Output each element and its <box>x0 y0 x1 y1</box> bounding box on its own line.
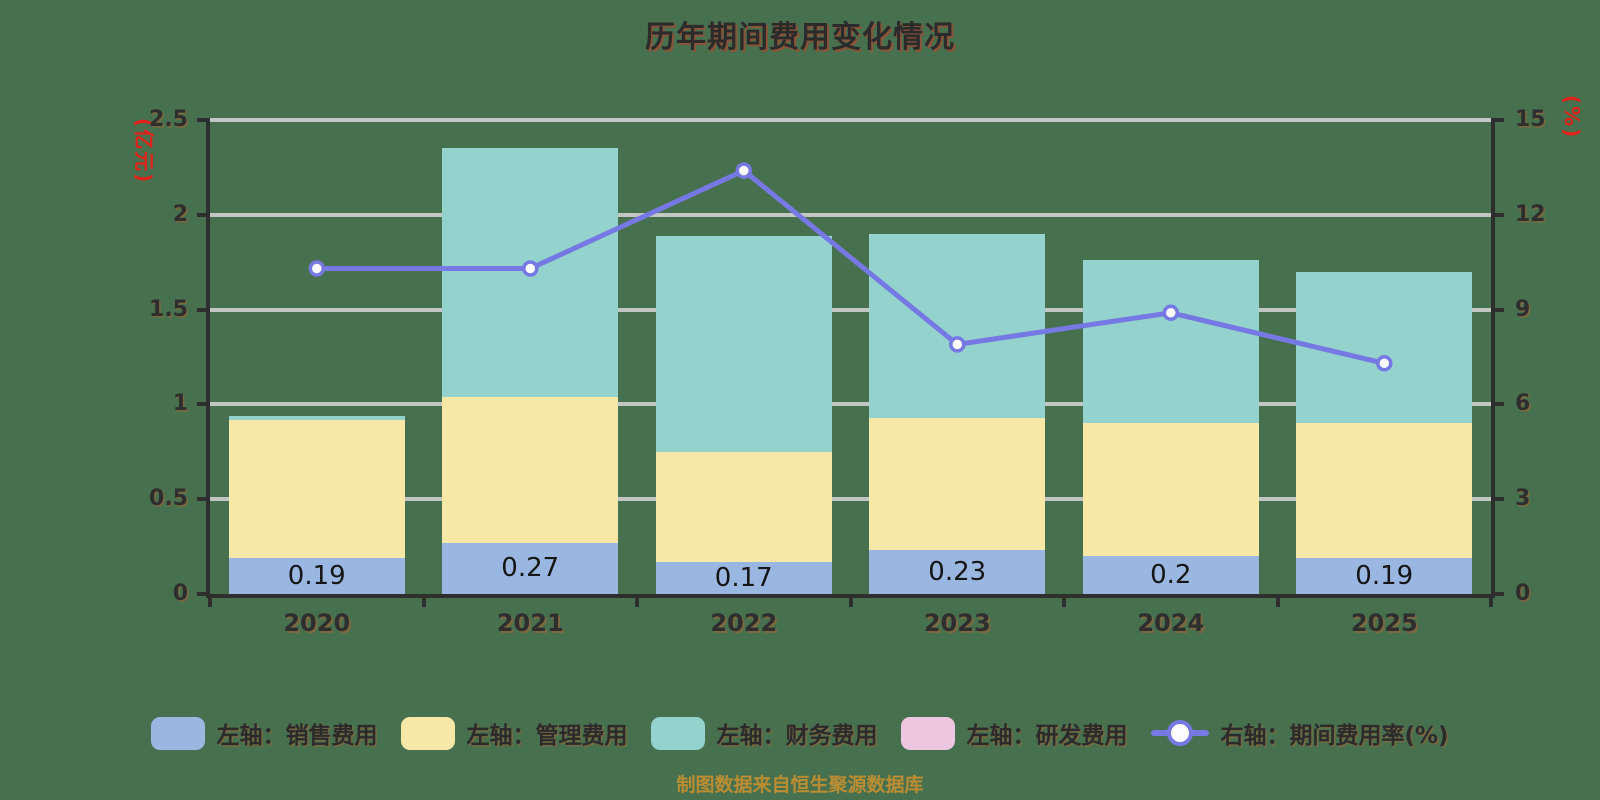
rate-line <box>314 168 1387 366</box>
gridline <box>210 118 1491 122</box>
finance-swatch-icon <box>651 716 706 750</box>
left-axis-tick-label: 2 <box>172 201 188 227</box>
left-axis-tickmark <box>197 497 210 502</box>
x-axis-tickmark <box>1489 598 1493 607</box>
bar-segment-management <box>442 396 619 543</box>
legend-item-finance[interactable]: 左轴：财务费用 <box>651 716 877 750</box>
rate-line-marker <box>1162 304 1180 322</box>
x-axis-tickmark <box>1062 598 1066 607</box>
bar-segment-management <box>228 419 405 558</box>
right-axis-tickmark <box>1491 592 1504 596</box>
left-axis-tick-label: 1 <box>172 391 188 417</box>
right-axis-name: (%) <box>1560 95 1584 140</box>
legend-label-sales: 左轴：销售费用 <box>216 723 378 749</box>
x-axis-line <box>206 594 1495 598</box>
right-axis-tick-label: 3 <box>1515 486 1531 512</box>
rate-line-marker <box>1376 355 1393 372</box>
rate-line-marker <box>522 260 539 277</box>
management-swatch-icon <box>401 716 456 750</box>
left-axis-tickmark <box>197 592 210 596</box>
gridline <box>210 307 1491 312</box>
bar-segment-finance <box>228 415 405 420</box>
legend-label-finance: 左轴：财务费用 <box>716 723 878 749</box>
legend-item-rnd[interactable]: 左轴：研发费用 <box>901 716 1127 750</box>
left-axis-tick-label: 1.5 <box>149 296 188 322</box>
left-axis-tick-label: 2.5 <box>149 107 188 132</box>
bar-value-label: 0.17 <box>714 562 773 593</box>
legend-line-marker-icon <box>1167 720 1194 746</box>
x-axis-label: 2025 <box>1350 609 1418 637</box>
right-axis-tick-label: 9 <box>1515 296 1531 322</box>
right-axis-tick-label: 0 <box>1515 581 1531 606</box>
right-axis-tickmark <box>1491 307 1504 312</box>
x-axis-label: 2022 <box>710 609 778 637</box>
rate-line-marker <box>949 336 966 353</box>
rate-line-layer <box>308 162 1393 372</box>
left-axis-line <box>206 118 210 598</box>
right-axis-line <box>1491 118 1495 598</box>
bar-segment-finance <box>655 235 832 452</box>
rate-line-marker <box>735 162 753 179</box>
right-axis-tickmark <box>1491 497 1504 502</box>
right-axis-tickmark <box>1491 212 1504 217</box>
bar-value-label: 0.27 <box>501 553 560 584</box>
legend-line-sample <box>1151 720 1210 746</box>
bar-segment-sales <box>1082 556 1259 594</box>
left-axis-tickmark <box>197 212 210 217</box>
left-axis-tick-label: 0.5 <box>149 486 188 512</box>
x-axis-label: 2021 <box>496 609 564 637</box>
x-axis-tickmark <box>421 598 426 607</box>
x-axis-label: 2023 <box>923 609 991 637</box>
bar-segment-finance <box>1082 260 1259 424</box>
legend: 左轴：销售费用 左轴：管理费用 左轴：财务费用 左轴：研发费用 右轴：期间费用率… <box>0 716 1600 750</box>
left-axis-tickmark <box>197 307 210 312</box>
bar-value-label: 0.19 <box>287 561 346 591</box>
chart-title: 历年期间费用变化情况 <box>645 20 955 55</box>
x-axis-label: 2024 <box>1137 609 1205 637</box>
bar-segment-sales <box>869 550 1046 594</box>
right-axis-tick-label: 15 <box>1515 107 1546 132</box>
legend-item-rate[interactable]: 右轴：期间费用率(%) <box>1151 716 1449 750</box>
bar-segment-sales <box>228 557 405 594</box>
bar-segment-sales <box>442 542 619 594</box>
legend-label-rate: 右轴：期间费用率(%) <box>1220 723 1449 749</box>
sales-swatch-icon <box>151 716 206 750</box>
bar-value-label: 0.19 <box>1355 561 1414 591</box>
bar-segment-management <box>869 417 1046 551</box>
x-axis-tickmark <box>635 598 639 607</box>
x-axis-label: 2020 <box>283 609 351 637</box>
right-axis-tick-label: 12 <box>1515 201 1546 227</box>
gridline <box>210 212 1491 217</box>
right-axis-tick-label: 6 <box>1515 391 1531 417</box>
bar-value-label: 0.2 <box>1150 560 1192 591</box>
plot-area: 0 0.5 1 1.5 2 2.5 0 3 6 9 12 15 2020 2021 2022 2023 2024… <box>149 107 1546 637</box>
legend-label-rnd: 左轴：研发费用 <box>966 723 1128 749</box>
left-axis-tick-label: 0 <box>172 581 188 606</box>
legend-label-management: 左轴：管理费用 <box>466 723 628 749</box>
bar-segment-management <box>655 451 832 562</box>
bar-segment-management <box>1296 423 1473 558</box>
gridline <box>210 402 1491 407</box>
bar-value-label: 0.23 <box>928 557 987 588</box>
rnd-swatch-icon <box>901 716 956 750</box>
bar-segment-sales <box>1296 557 1473 594</box>
legend-item-management[interactable]: 左轴：管理费用 <box>401 716 627 750</box>
x-axis-tickmark <box>208 598 212 607</box>
x-axis-tickmark <box>1275 598 1280 607</box>
legend-item-sales[interactable]: 左轴：销售费用 <box>151 716 377 750</box>
bar-segment-sales <box>655 561 832 594</box>
bar-segment-finance <box>869 233 1046 418</box>
data-source-note: 制图数据来自恒生聚源数据库 <box>676 774 924 796</box>
rate-line-marker <box>308 260 326 277</box>
gridline <box>210 497 1491 502</box>
x-axis-tickmark <box>848 598 853 607</box>
right-axis-tickmark <box>1491 118 1504 122</box>
left-axis-tickmark <box>197 118 210 122</box>
right-axis-tickmark <box>1491 402 1504 407</box>
bar-segment-management <box>1082 423 1259 557</box>
left-axis-tickmark <box>197 402 210 407</box>
